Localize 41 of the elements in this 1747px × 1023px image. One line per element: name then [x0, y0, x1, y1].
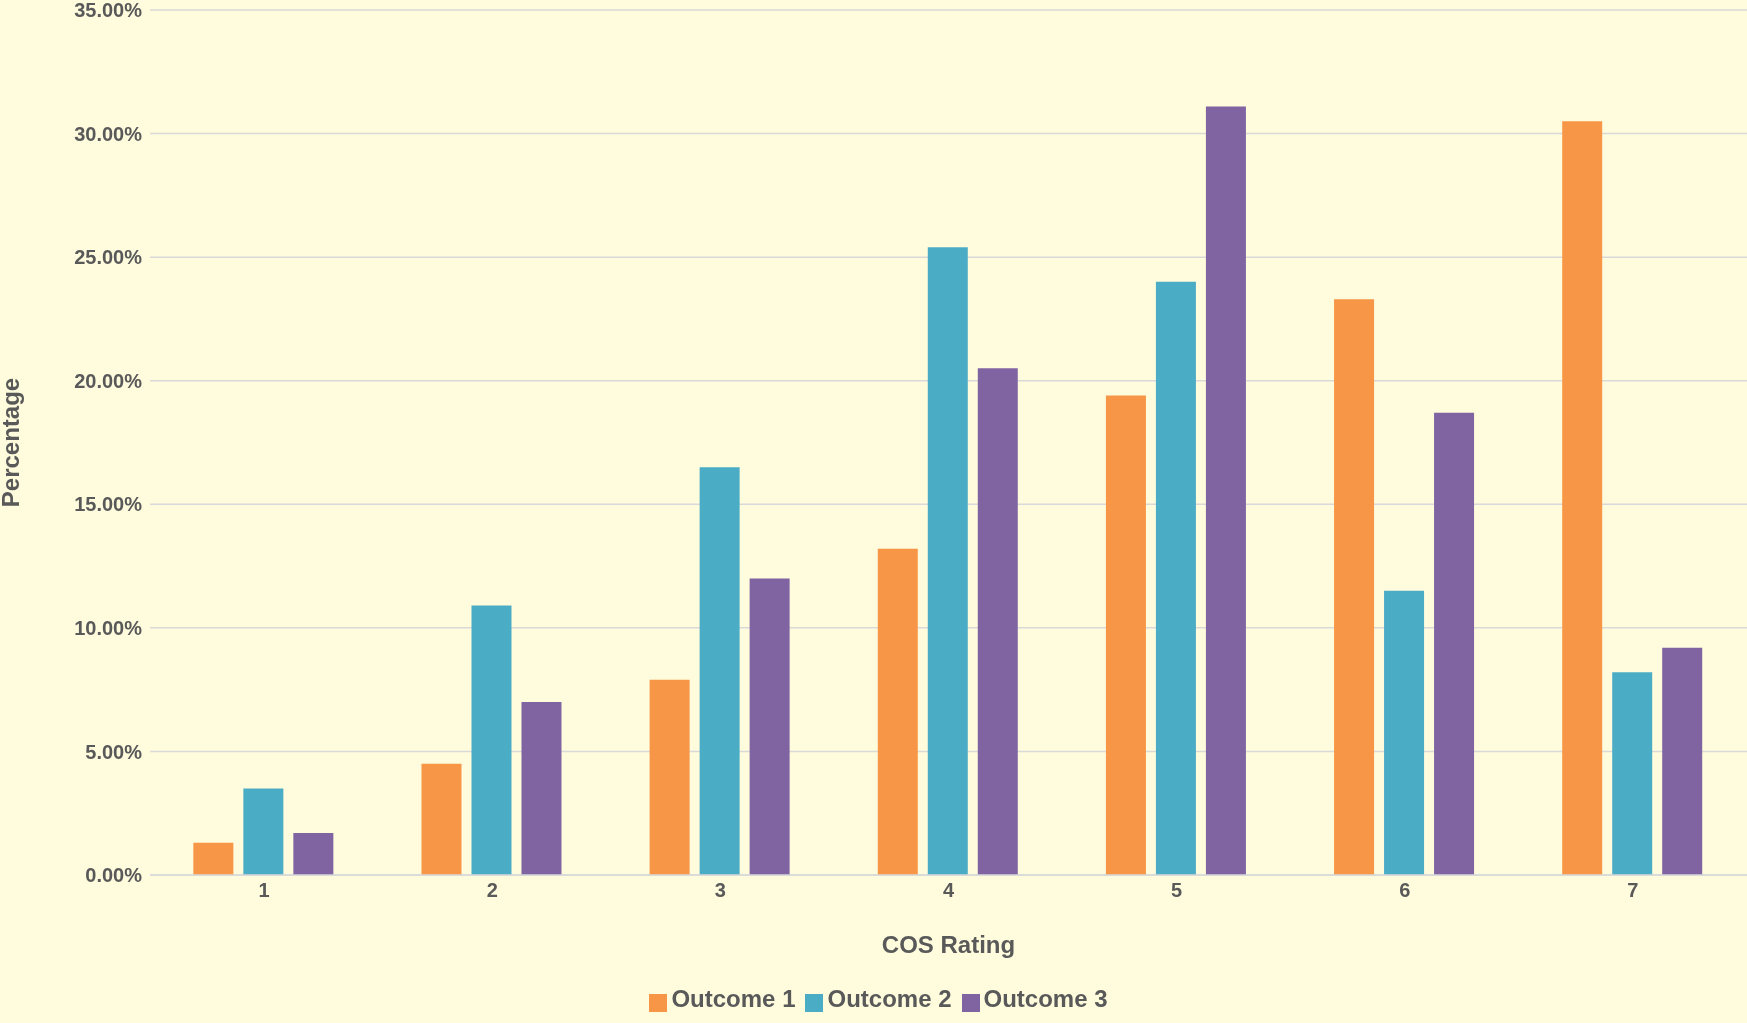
y-tick-label: 10.00%	[74, 616, 143, 639]
bar	[1205, 106, 1246, 875]
bar	[1384, 590, 1425, 875]
bar	[977, 368, 1018, 875]
y-tick-label: 30.00%	[74, 122, 143, 145]
x-axis-title: COS Rating	[881, 931, 1016, 958]
bar	[749, 578, 790, 875]
x-tick-label: 4	[942, 879, 955, 902]
bar	[649, 679, 690, 875]
bar	[521, 702, 562, 875]
x-tick-label: 3	[714, 879, 726, 902]
bar	[877, 548, 918, 875]
bar	[243, 788, 284, 875]
y-tick-label: 5.00%	[85, 740, 143, 763]
bar	[1562, 121, 1603, 875]
bar	[293, 832, 334, 875]
x-tick-label: 7	[1627, 879, 1639, 902]
y-tick-label: 25.00%	[74, 246, 143, 269]
bar	[1334, 299, 1375, 875]
bar	[927, 247, 968, 875]
y-tick-label: 35.00%	[74, 0, 143, 22]
bar	[699, 467, 740, 875]
bar	[1105, 395, 1146, 875]
bar	[1612, 672, 1653, 875]
x-tick-label: 6	[1399, 879, 1411, 902]
bar	[1155, 281, 1196, 875]
legend-label: Outcome 2	[827, 985, 952, 1012]
x-tick-label: 5	[1171, 879, 1183, 902]
legend-label: Outcome 1	[671, 985, 796, 1012]
y-tick-label: 0.00%	[85, 864, 143, 887]
y-tick-label: 15.00%	[74, 493, 143, 516]
bar	[421, 763, 462, 875]
bar	[1662, 647, 1703, 875]
x-tick-label: 2	[486, 879, 498, 902]
bar	[193, 842, 234, 875]
x-tick-label: 1	[258, 879, 270, 902]
y-tick-label: 20.00%	[74, 369, 143, 392]
bar	[1434, 412, 1475, 875]
y-axis-title: Percentage	[0, 377, 24, 508]
legend-label: Outcome 3	[983, 985, 1108, 1012]
bar	[471, 605, 512, 875]
